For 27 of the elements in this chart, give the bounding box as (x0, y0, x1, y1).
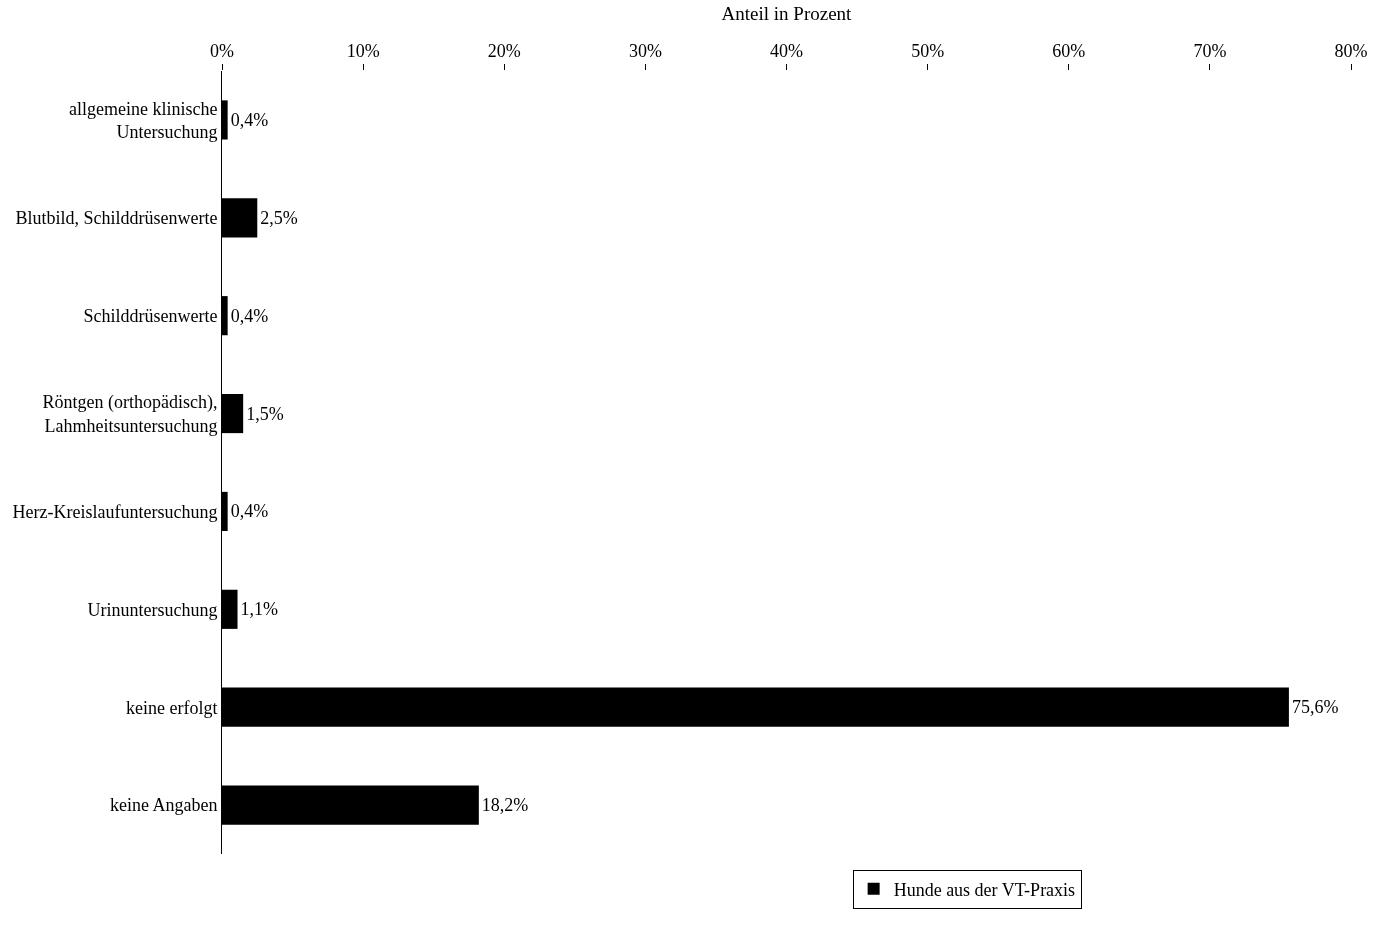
x-tick-label: 30% (628, 40, 662, 61)
legend-label: Hunde aus der VT-Praxis (893, 879, 1076, 900)
data-label: 75,6% (1291, 697, 1339, 718)
x-tick-label: 50% (911, 40, 945, 61)
y-tick-label: Blutbild, Schilddrüsenwerte (15, 208, 218, 229)
data-label: 2,5% (260, 207, 298, 228)
x-tick-label: 60% (1052, 40, 1086, 61)
x-tick-label: 70% (1193, 40, 1227, 61)
x-tick-label: 40% (770, 40, 803, 61)
x-tick-label: 80% (1334, 40, 1368, 61)
x-tick-label: 20% (487, 40, 521, 61)
y-tick-label: keine Angaben (109, 795, 218, 816)
y-tick-label: Herz-Kreislaufuntersuchung (12, 501, 218, 522)
y-tick-label: Röntgen (orthopädisch), Lahmheitsuntersuchung (42, 392, 218, 436)
data-label: 1,1% (240, 599, 279, 620)
y-tick-label: Schilddrüsenwerte (83, 305, 218, 326)
data-label: 0,4% (230, 109, 269, 130)
y-tick-label: Urinuntersuchung (87, 599, 218, 620)
x-axis-title: Anteil in Prozent (721, 2, 853, 24)
data-label: 18,2% (481, 795, 529, 816)
data-label: 1,5% (246, 403, 284, 424)
y-tick-label: keine erfolgt (125, 697, 218, 718)
x-tick-label: 10% (346, 40, 380, 61)
y-tick-label: allgemeine klinische Untersuchung (68, 98, 218, 142)
x-tick-label: 0% (210, 40, 234, 61)
data-label: 0,4% (230, 305, 269, 326)
data-label: 0,4% (230, 501, 269, 522)
